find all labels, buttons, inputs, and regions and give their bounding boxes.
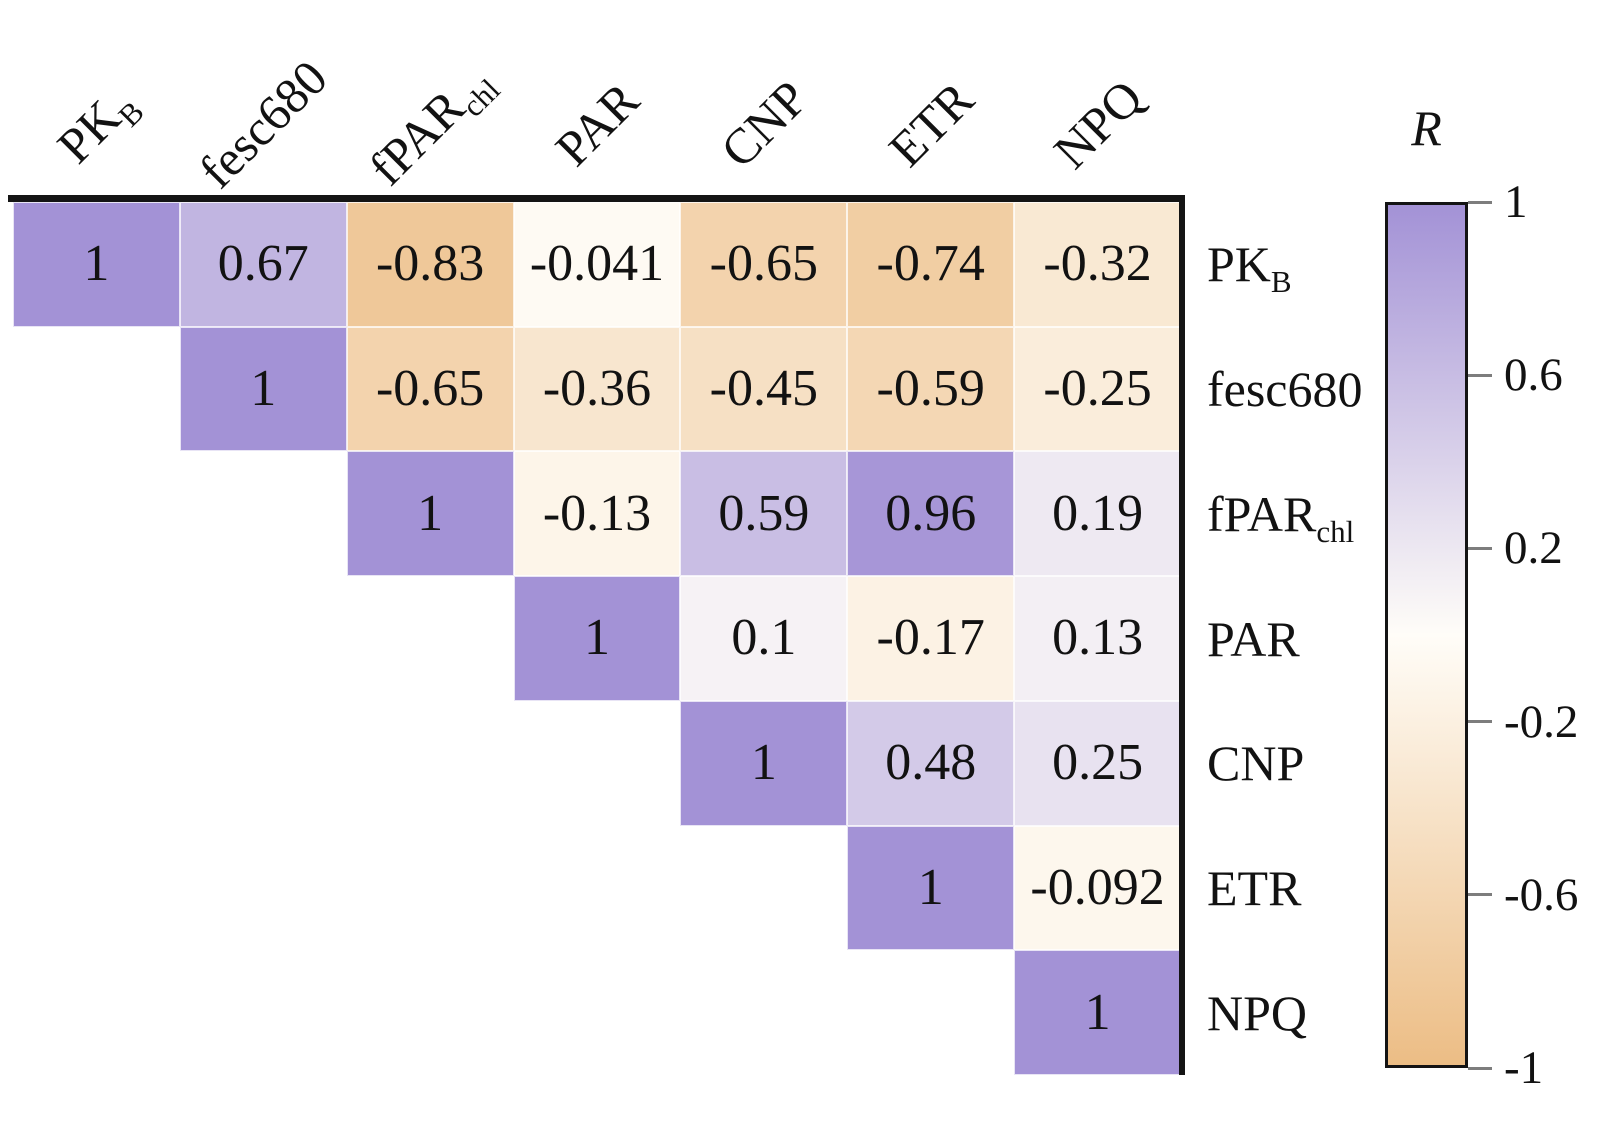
matrix-cell-fPAR_chl-ETR: 0.96	[847, 451, 1015, 577]
matrix-cell-fesc680-fPAR_chl: -0.65	[346, 326, 514, 452]
matrix-cell-CNP-ETR: 0.48	[847, 700, 1015, 826]
colorbar-tick-label: -0.2	[1504, 695, 1579, 748]
variable-name-text: CNP	[709, 69, 819, 179]
matrix-cell-PK_B-ETR: -0.74	[847, 202, 1015, 327]
colorbar-tick-mark	[1468, 200, 1492, 204]
matrix-cell-PAR-PAR: 1	[513, 576, 681, 701]
colorbar-tick-mark	[1468, 373, 1492, 377]
variable-name-text: PAR	[544, 71, 650, 177]
variable-name-text: NPQ	[1042, 68, 1153, 180]
matrix-cell-CNP-NPQ: 0.25	[1014, 700, 1181, 826]
matrix-cell-ETR-ETR: 1	[847, 825, 1015, 951]
matrix-top-border	[8, 195, 1185, 202]
matrix-cell-CNP-CNP: 1	[680, 700, 848, 826]
matrix-cell-ETR-NPQ: -0.092	[1014, 825, 1181, 951]
colorbar-tick-mark	[1468, 720, 1492, 724]
row-label-fesc680: fesc680	[1207, 361, 1363, 417]
matrix-cell-PK_B-fesc680: 0.67	[179, 202, 347, 327]
row-label-PAR: PAR	[1207, 611, 1300, 667]
matrix-cell-fPAR_chl-fPAR_chl: 1	[346, 451, 514, 577]
matrix-cell-PK_B-PK_B: 1	[13, 202, 180, 327]
colorbar-tick-label: 1	[1504, 176, 1528, 228]
colorbar-tick-mark	[1468, 1066, 1492, 1070]
colorbar-tick-label: 0.2	[1504, 522, 1563, 575]
colorbar-tick-label: -1	[1504, 1042, 1544, 1094]
matrix-cell-PK_B-PAR: -0.041	[513, 202, 681, 327]
matrix-cell-fesc680-fesc680: 1	[179, 326, 347, 452]
variable-name-text: ETR	[877, 70, 984, 178]
variable-name-text: fPAR	[1207, 485, 1317, 542]
matrix-cell-PK_B-NPQ: -0.32	[1014, 202, 1181, 327]
matrix-cell-PAR-CNP: 0.1	[680, 576, 848, 701]
matrix-cell-fesc680-CNP: -0.45	[680, 326, 848, 452]
matrix-cell-fesc680-ETR: -0.59	[847, 326, 1015, 452]
matrix-cell-fesc680-PAR: -0.36	[513, 326, 681, 452]
matrix-cell-fPAR_chl-NPQ: 0.19	[1014, 451, 1181, 577]
variable-name-text: fesc680	[188, 49, 339, 199]
matrix-cell-PAR-ETR: -0.17	[847, 576, 1015, 701]
row-label-ETR: ETR	[1207, 860, 1301, 916]
matrix-cell-fPAR_chl-CNP: 0.59	[680, 451, 848, 577]
matrix-cell-PK_B-CNP: -0.65	[680, 202, 848, 327]
variable-name-text: NPQ	[1207, 984, 1308, 1041]
colorbar-gradient	[1385, 202, 1468, 1068]
variable-name-subscript: B	[1270, 264, 1292, 300]
colorbar-tick-label: -0.6	[1504, 868, 1579, 921]
colorbar-title: R	[1411, 100, 1442, 156]
colorbar-tick-mark	[1468, 893, 1492, 897]
matrix-cell-NPQ-NPQ: 1	[1014, 950, 1181, 1075]
row-label-fPAR_chl: fPARchl	[1207, 485, 1354, 547]
matrix-cell-fPAR_chl-PAR: -0.13	[513, 451, 681, 577]
row-label-CNP: CNP	[1207, 735, 1304, 791]
variable-name-subscript: chl	[1316, 513, 1355, 549]
variable-name-text: ETR	[1207, 859, 1302, 916]
matrix-right-border	[1179, 195, 1185, 1075]
variable-name-text: PAR	[1207, 610, 1300, 667]
variable-name-text: PK	[1207, 236, 1271, 293]
row-label-NPQ: NPQ	[1207, 985, 1307, 1041]
variable-name-text: fesc680	[1207, 361, 1363, 418]
row-label-PK_B: PKB	[1207, 236, 1292, 297]
variable-name-text: CNP	[1207, 735, 1305, 792]
matrix-cell-fesc680-NPQ: -0.25	[1014, 326, 1181, 452]
matrix-cell-PK_B-fPAR_chl: -0.83	[346, 202, 514, 327]
matrix-cell-PAR-NPQ: 0.13	[1014, 576, 1181, 701]
colorbar-tick-mark	[1468, 546, 1492, 550]
colorbar-tick-label: 0.6	[1504, 349, 1563, 402]
